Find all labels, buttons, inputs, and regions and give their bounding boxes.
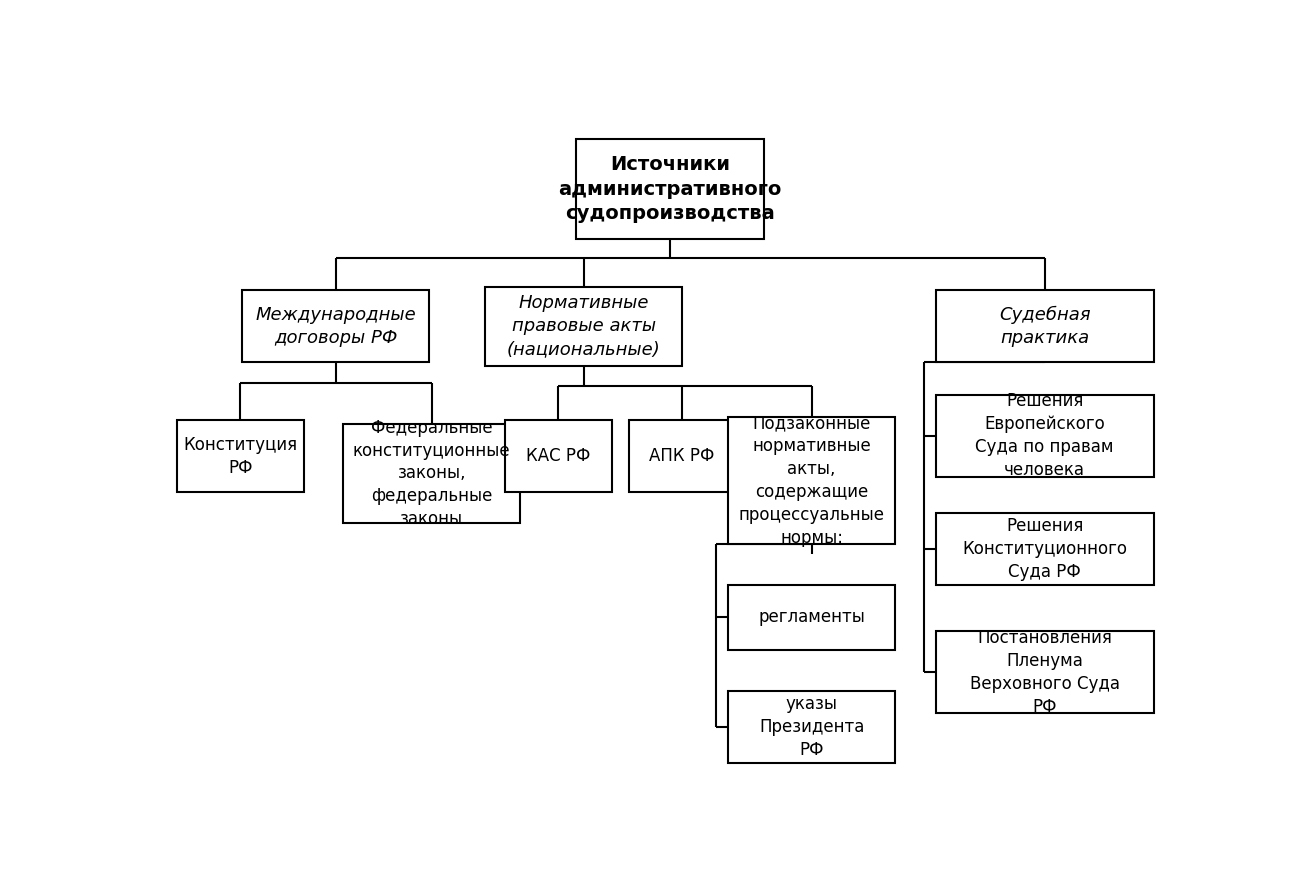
FancyBboxPatch shape xyxy=(728,691,895,763)
FancyBboxPatch shape xyxy=(176,420,303,492)
Text: Подзаконные
нормативные
акты,
содержащие
процессуальные
нормы:: Подзаконные нормативные акты, содержащие… xyxy=(738,414,885,546)
FancyBboxPatch shape xyxy=(485,287,682,366)
FancyBboxPatch shape xyxy=(242,290,429,362)
FancyBboxPatch shape xyxy=(576,140,763,239)
Text: указы
Президента
РФ: указы Президента РФ xyxy=(759,695,864,759)
Text: Конституция
РФ: Конституция РФ xyxy=(183,436,298,477)
FancyBboxPatch shape xyxy=(344,424,520,523)
FancyBboxPatch shape xyxy=(936,394,1154,477)
Text: Международные
договоры РФ: Международные договоры РФ xyxy=(255,305,416,346)
Text: Решения
Конституционного
Суда РФ: Решения Конституционного Суда РФ xyxy=(962,517,1127,580)
Text: регламенты: регламенты xyxy=(758,609,865,627)
Text: Судебная
практика: Судебная практика xyxy=(999,305,1090,347)
Text: АПК РФ: АПК РФ xyxy=(650,448,715,465)
FancyBboxPatch shape xyxy=(728,417,895,544)
Text: Постановления
Пленума
Верховного Суда
РФ: Постановления Пленума Верховного Суда РФ xyxy=(970,629,1120,716)
Text: Источники
административного
судопроизводства: Источники административного судопроизвод… xyxy=(558,155,782,222)
Text: КАС РФ: КАС РФ xyxy=(527,448,591,465)
FancyBboxPatch shape xyxy=(728,585,895,650)
Text: Решения
Европейского
Суда по правам
человека: Решения Европейского Суда по правам чело… xyxy=(975,392,1114,479)
Text: Федеральные
конституционные
законы,
федеральные
законы: Федеральные конституционные законы, феде… xyxy=(353,418,511,529)
FancyBboxPatch shape xyxy=(936,513,1154,585)
FancyBboxPatch shape xyxy=(936,290,1154,362)
FancyBboxPatch shape xyxy=(629,420,735,492)
FancyBboxPatch shape xyxy=(936,631,1154,713)
Text: Нормативные
правовые акты
(национальные): Нормативные правовые акты (национальные) xyxy=(507,295,660,358)
FancyBboxPatch shape xyxy=(506,420,612,492)
